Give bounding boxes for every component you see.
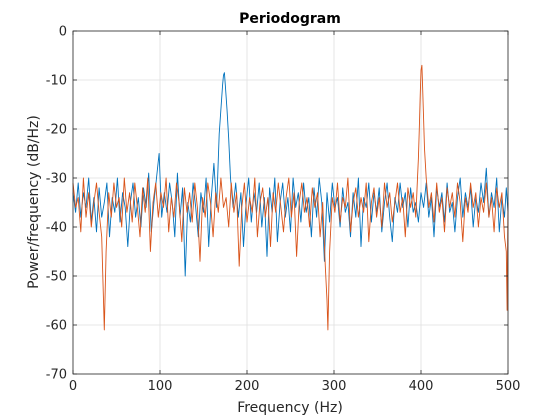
y-tick-label: -40: [46, 221, 67, 236]
y-tick-label: -30: [46, 172, 67, 187]
x-axis-label: Frequency (Hz): [237, 400, 343, 416]
x-tick-label: 400: [409, 379, 434, 394]
x-tick-label: 100: [148, 379, 173, 394]
y-tick-label: -70: [46, 368, 67, 383]
x-tick-label: 300: [322, 379, 347, 394]
series-layer: [72, 64, 509, 331]
y-tick-label: -20: [46, 123, 67, 138]
x-tick-label: 500: [496, 379, 521, 394]
y-tick-label: -10: [46, 74, 67, 89]
y-tick-labels: 0 -10 -20 -30 -40 -50 -60 -70: [46, 25, 67, 383]
x-tick-labels: 0 100 200 300 400 500: [69, 379, 521, 394]
tick-marks: [72, 30, 509, 375]
plot-frame: [72, 30, 509, 375]
chart-title: Periodogram: [239, 11, 341, 27]
y-tick-label: -50: [46, 270, 67, 285]
y-axis-label: Power/frequency (dB/Hz): [26, 115, 42, 289]
series-line-2: [72, 64, 509, 331]
x-tick-label: 200: [235, 379, 260, 394]
y-tick-label: -60: [46, 319, 67, 334]
y-tick-label: 0: [59, 25, 67, 40]
x-tick-label: 0: [69, 379, 77, 394]
series-line-1: [72, 72, 509, 277]
